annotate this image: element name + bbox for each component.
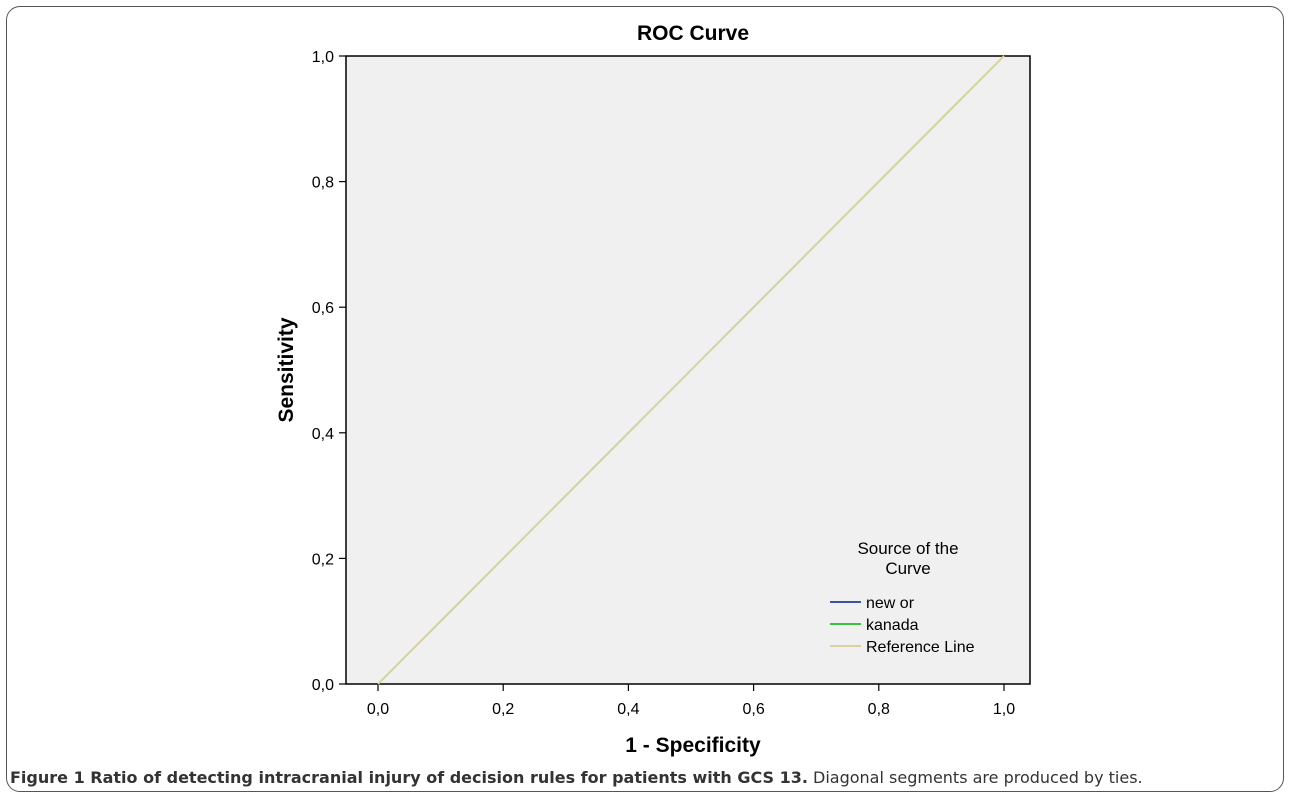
x-tick-label: 0,2 [492, 701, 514, 718]
y-tick-label: 0,2 [312, 551, 334, 568]
caption-title: Ratio of detecting intracranial injury o… [90, 768, 808, 787]
plot-area [345, 55, 1031, 685]
x-axis-label: 1 - Specificity [625, 734, 761, 757]
x-axis: 0,0 0,2 0,4 0,6 0,8 1,0 [367, 684, 1015, 718]
x-tick-label: 0,0 [367, 701, 389, 718]
y-tick-label: 0,6 [312, 300, 334, 317]
x-tick-label: 0,8 [868, 701, 890, 718]
legend-title: Curve [885, 559, 930, 578]
y-axis: 0,0 0,2 0,4 0,6 0,8 1,0 [312, 49, 346, 694]
series-lines [377, 55, 1005, 685]
y-tick-label: 0,0 [312, 677, 334, 694]
y-tick-label: 0,8 [312, 175, 334, 192]
legend-title: Source of the [857, 539, 958, 558]
y-tick-label: 1,0 [312, 49, 334, 66]
series-line-reference-line [377, 55, 1005, 685]
legend-label: new or [866, 595, 915, 612]
caption-label: Figure 1 [10, 768, 85, 787]
legend-label: kanada [866, 617, 919, 634]
y-axis-label: Sensitivity [275, 317, 298, 422]
x-tick-label: 1,0 [993, 701, 1015, 718]
x-tick-label: 0,4 [617, 701, 639, 718]
figure-caption: Figure 1 Ratio of detecting intracranial… [10, 768, 1280, 787]
legend-label: Reference Line [866, 639, 975, 656]
chart-title: ROC Curve [637, 22, 749, 45]
caption-text: Diagonal segments are produced by ties. [807, 768, 1143, 787]
x-tick-label: 0,6 [742, 701, 764, 718]
y-tick-label: 0,4 [312, 426, 334, 443]
